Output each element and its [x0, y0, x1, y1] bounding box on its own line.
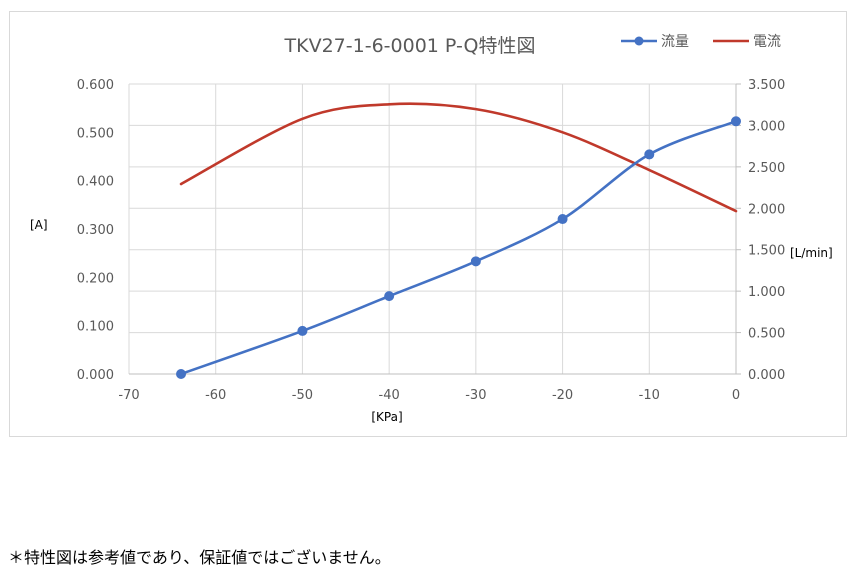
x-tick-label: 0	[732, 388, 740, 403]
pq-chart: 0.000 0.100 0.200 0.300 0.400 0.500 0.600 0.000…	[30, 34, 833, 424]
y-axis-left-label: [A]	[30, 218, 48, 232]
series-line-current	[179, 102, 738, 213]
chart-frame: 0.000 0.100 0.200 0.300 0.400 0.500 0.600 0.000…	[9, 11, 847, 437]
data-point-flow	[470, 256, 481, 267]
y-left-tick-label: 0.400	[77, 175, 114, 190]
data-point-flow	[384, 291, 395, 302]
y-right-tick-label: 1.500	[748, 244, 785, 259]
y-right-tick-label: 2.000	[748, 202, 785, 217]
x-tick-label: -10	[639, 388, 660, 403]
legend-label: 電流	[753, 34, 781, 50]
legend: 流量 電流	[621, 34, 781, 50]
y-left-tick-label: 0.000	[77, 368, 114, 383]
y-right-tick-label: 0.000	[748, 368, 785, 383]
y-left-tick-label: 0.300	[77, 223, 114, 238]
x-tick-label: -40	[379, 388, 400, 403]
y-right-tick-label: 3.500	[748, 78, 785, 93]
data-point-flow	[297, 325, 308, 336]
x-tick-label: -60	[205, 388, 226, 403]
data-point-flow	[644, 149, 655, 160]
series-line-flow	[179, 119, 738, 376]
y-right-tick-label: 3.000	[748, 119, 785, 134]
y-left-tick-label: 0.600	[77, 78, 114, 93]
x-axis-label: [KPa]	[371, 410, 402, 424]
data-point-flow	[731, 116, 741, 127]
x-tick-label: -50	[292, 388, 313, 403]
legend-label: 流量	[661, 34, 689, 50]
y-left-tick-label: 0.100	[77, 320, 114, 335]
x-tick-label: -70	[118, 388, 139, 403]
chart-title: TKV27-1-6-0001 P-Q特性図	[284, 35, 536, 57]
y-axis-right-label: [L/min]	[790, 246, 833, 260]
y-left-tick-label: 0.500	[77, 126, 114, 141]
y-right-tick-label: 2.500	[748, 161, 785, 176]
data-point-flow	[557, 214, 568, 225]
y-right-tick-label: 1.000	[748, 285, 785, 300]
footnote: ＊特性図は参考値であり、保証値ではございません。	[8, 548, 391, 567]
data-point-flow	[176, 369, 187, 379]
y-left-tick-label: 0.200	[77, 271, 114, 286]
y-right-tick-label: 0.500	[748, 327, 785, 342]
legend-marker	[634, 36, 644, 46]
x-tick-label: -20	[552, 388, 573, 403]
x-tick-label: -30	[465, 388, 486, 403]
